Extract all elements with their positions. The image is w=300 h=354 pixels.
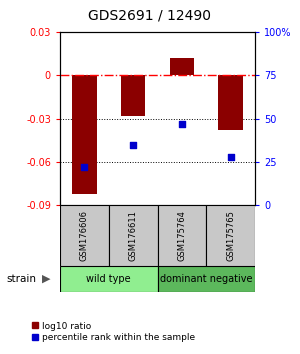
Text: strain: strain [6,274,36,284]
Point [131,142,136,148]
Bar [158,266,255,292]
Bar [121,75,145,116]
Bar [72,75,97,194]
Bar [206,205,255,266]
Bar [218,75,243,130]
Point [228,154,233,160]
Point [82,164,87,170]
Bar [170,58,194,75]
Text: ▶: ▶ [42,274,51,284]
Text: GSM175764: GSM175764 [177,210,186,261]
Text: GSM176606: GSM176606 [80,210,89,261]
Text: GDS2691 / 12490: GDS2691 / 12490 [88,9,212,23]
Bar [60,266,158,292]
Bar [60,205,109,266]
Text: GSM175765: GSM175765 [226,210,235,261]
Bar [109,205,158,266]
Bar [158,205,206,266]
Point [179,121,184,127]
Legend: log10 ratio, percentile rank within the sample: log10 ratio, percentile rank within the … [28,318,199,346]
Text: GSM176611: GSM176611 [129,210,138,261]
Text: dominant negative: dominant negative [160,274,253,284]
Text: wild type: wild type [86,274,131,284]
